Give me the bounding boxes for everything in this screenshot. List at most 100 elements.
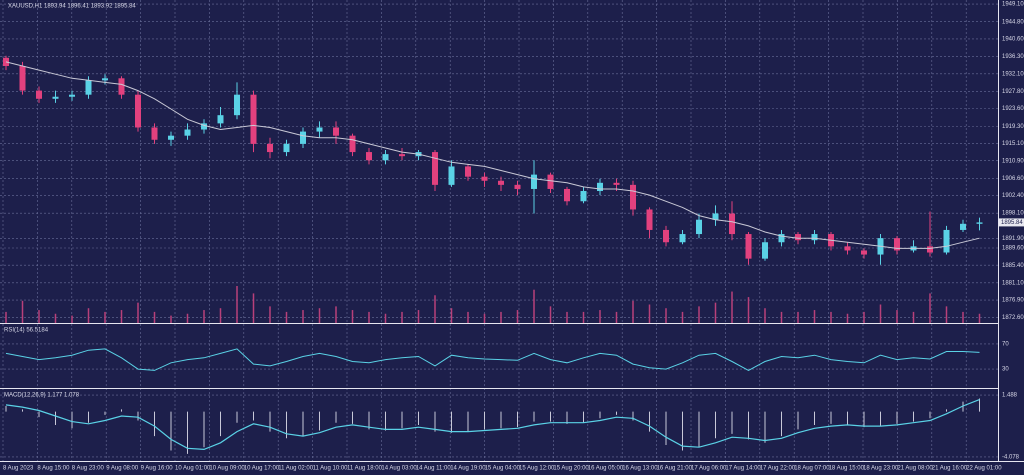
x-tick-label: 16 Aug 21:00 (657, 466, 693, 472)
marks-layer (3, 55, 983, 454)
candle-body (201, 123, 207, 130)
candle-body (52, 96, 59, 99)
x-tick-label: 11 Aug 02:00 (278, 466, 314, 472)
x-tick-label: 15 Aug 12:00 (519, 466, 555, 472)
candle-body (531, 174, 537, 189)
x-tick-label: 10 Aug 09:00 (209, 466, 245, 472)
candle-body (85, 80, 92, 95)
x-tick-label: 17 Aug 14:00 (725, 466, 761, 472)
x-tick-label: 17 Aug 22:00 (760, 466, 796, 472)
y-tick-label: 1944.80 (1002, 19, 1024, 25)
x-tick-label: 8 Aug 2023 (3, 466, 34, 472)
candle-body (168, 135, 174, 140)
candle-body (712, 213, 719, 220)
macd-signal (5, 399, 980, 451)
candle-body (729, 213, 735, 235)
candle-body (3, 57, 9, 66)
candle-body (630, 184, 636, 210)
x-tick-label: 16 Aug 13:00 (622, 466, 658, 472)
macd-title: MACD(12,26,9) 1.177 1.078 (4, 393, 80, 399)
candle-body (465, 166, 471, 177)
y-tick-label: 1932.10 (1002, 71, 1024, 77)
grid-layer (0, 0, 998, 461)
candle-body (151, 127, 158, 140)
last-price-label: 1895.84 (1001, 220, 1023, 226)
candle-body (861, 250, 867, 255)
x-tick-label: 14 Aug 03:00 (381, 466, 417, 472)
candle-body (36, 90, 42, 99)
candle-body (300, 131, 306, 144)
x-tick-label: 17 Aug 06:00 (691, 466, 727, 472)
candle-body (399, 154, 405, 157)
x-tick-label: 14 Aug 11:00 (416, 466, 452, 472)
x-tick-label: 11 Aug 10:00 (313, 466, 349, 472)
y-tick-label: 30 (1002, 367, 1009, 373)
x-tick-label: 18 Aug 07:00 (794, 466, 830, 472)
candle-body (498, 180, 504, 185)
candle-body (795, 234, 801, 241)
candle-body (679, 234, 686, 243)
rsi-title: RSI(14) 56.5184 (4, 328, 49, 334)
candle-body (613, 182, 620, 185)
candle-body (597, 182, 603, 192)
x-tick-label: 15 Aug 20:00 (553, 466, 589, 472)
candle-body (448, 166, 455, 185)
candle-body (663, 229, 669, 243)
candle-body (366, 152, 372, 161)
candle-body (234, 94, 240, 116)
candle-body (943, 229, 950, 253)
x-tick-label: 14 Aug 19:00 (450, 466, 486, 472)
y-tick-label: 1891.90 (1002, 236, 1024, 242)
y-tick-label: -4.078 (1002, 455, 1020, 461)
y-tick-label: 1881.10 (1002, 280, 1024, 286)
candle-body (547, 174, 554, 189)
candle-body (580, 191, 587, 202)
candle-body (976, 222, 983, 224)
candle-body (481, 176, 488, 181)
candle-body (564, 188, 570, 202)
x-tick-label: 8 Aug 23:00 (72, 466, 105, 472)
candle-body (514, 184, 521, 189)
x-tick-label: 8 Aug 15:00 (37, 466, 70, 472)
y-tick-label: 1940.60 (1002, 37, 1024, 43)
candle-body (382, 154, 389, 161)
y-tick-label: 1876.90 (1002, 298, 1024, 304)
y-tick-label: 1906.60 (1002, 176, 1024, 182)
candle-body (217, 115, 224, 124)
candle-body (118, 78, 125, 95)
rsi-line (5, 348, 980, 371)
candle-body (69, 94, 75, 97)
candle-body (250, 94, 257, 144)
candle-body (696, 219, 702, 235)
x-tick-label: 9 Aug 08:00 (106, 466, 139, 472)
candle-body (646, 209, 653, 230)
x-tick-label: 11 Aug 18:00 (347, 466, 383, 472)
candle-body (745, 234, 752, 259)
x-tick-label: 10 Aug 17:00 (244, 466, 280, 472)
x-tick-label: 15 Aug 04:00 (485, 466, 521, 472)
candle-body (184, 129, 191, 136)
x-tick-label: 18 Aug 23:00 (863, 466, 899, 472)
candle-body (894, 238, 900, 251)
x-tick-label: 9 Aug 16:00 (141, 466, 174, 472)
y-tick-label: 1885.40 (1002, 263, 1024, 269)
candle-body (283, 143, 290, 153)
y-tick-label: 1923.60 (1002, 106, 1024, 112)
candle-body (844, 246, 851, 251)
candle-body (316, 127, 323, 132)
y-tick-label: 1927.80 (1002, 89, 1024, 95)
x-tick-label: 18 Aug 15:00 (829, 466, 865, 472)
candle-body (778, 234, 785, 243)
candle-body (349, 135, 356, 153)
candle-body (19, 65, 26, 91)
y-tick-label: 1919.30 (1002, 124, 1024, 130)
candle-body (102, 78, 108, 81)
x-tick-label: 22 Aug 01:00 (966, 466, 1002, 472)
y-tick-label: 1949.10 (1002, 2, 1024, 8)
last-price-box (999, 218, 1024, 227)
x-tick-label: 21 Aug 16:00 (932, 466, 968, 472)
y-tick-label: 1910.90 (1002, 158, 1024, 164)
y-tick-label: 1.488 (1002, 393, 1018, 399)
